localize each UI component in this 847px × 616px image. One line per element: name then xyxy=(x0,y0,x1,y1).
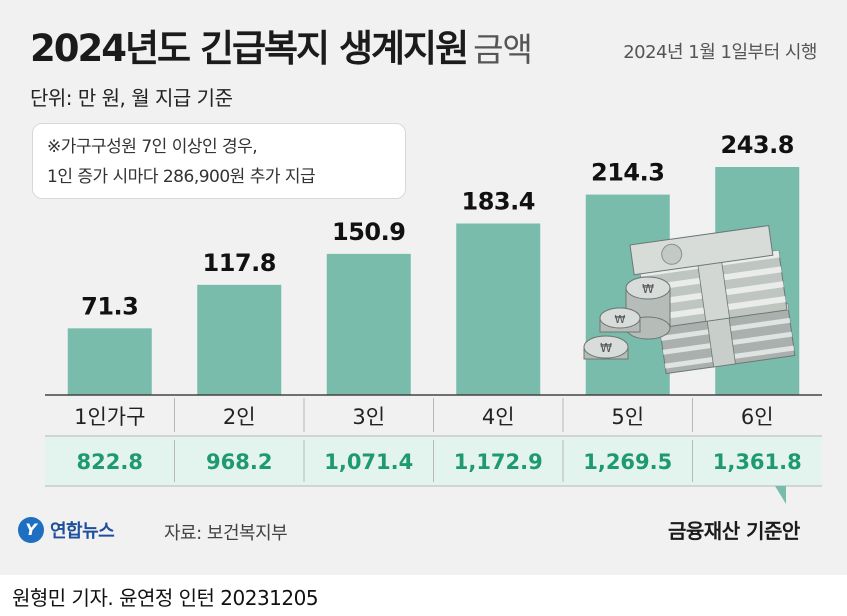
title-suffix: 금액 xyxy=(473,30,533,69)
bar-value-label-6: 243.8 xyxy=(721,131,794,159)
unit-label: 단위: 만 원, 월 지급 기준 xyxy=(30,86,233,110)
money-stack-icon xyxy=(629,224,796,375)
bar-3 xyxy=(326,253,411,395)
note-box: ※가구구성원 7인 이상인 경우, 1인 증가 시마다 286,900원 추가 … xyxy=(32,123,406,199)
bar-value-label-5: 214.3 xyxy=(591,159,664,187)
bar-1 xyxy=(67,328,152,395)
finance-callout-pointer xyxy=(775,486,786,504)
finance-criteria-label: 금융재산 기준안 xyxy=(668,519,800,543)
page-title: 2024년도 긴급복지 생계지원 금액 xyxy=(30,18,533,72)
finance-value-2: 968.2 xyxy=(206,450,272,474)
finance-value-6: 1,361.8 xyxy=(713,450,802,474)
category-label-3: 3인 xyxy=(352,405,385,429)
category-label-4: 4인 xyxy=(482,405,515,429)
svg-text:₩: ₩ xyxy=(600,341,612,355)
bar-value-label-4: 183.4 xyxy=(462,187,535,215)
note-line-2: 1인 증가 시마다 286,900원 추가 지급 xyxy=(47,167,316,187)
bar-2 xyxy=(197,284,282,395)
note-line-1: ※가구구성원 7인 이상인 경우, xyxy=(47,137,258,157)
finance-value-1: 822.8 xyxy=(77,450,143,474)
bar-4 xyxy=(456,223,541,395)
yonhap-logo: Y 연합뉴스 xyxy=(18,517,115,543)
bar-value-label-1: 71.3 xyxy=(81,292,138,320)
bar-value-label-3: 150.9 xyxy=(332,218,405,246)
bar-value-label-2: 117.8 xyxy=(203,249,276,277)
coin-icon: ₩ ₩ ₩ xyxy=(583,276,671,360)
finance-value-5: 1,269.5 xyxy=(583,450,672,474)
byline: 원형민 기자. 윤연정 인턴 20231205 xyxy=(12,586,319,610)
logo-text: 연합뉴스 xyxy=(50,521,115,542)
finance-value-4: 1,172.9 xyxy=(454,450,543,474)
finance-value-3: 1,071.4 xyxy=(324,450,413,474)
category-label-6: 6인 xyxy=(741,405,774,429)
category-label-5: 5인 xyxy=(611,405,644,429)
source-label: 자료: 보건복지부 xyxy=(164,523,288,544)
effective-date: 2024년 1월 1일부터 시행 xyxy=(623,42,817,63)
finance-values: 822.8 968.2 1,071.4 1,172.9 1,269.5 1,361.8 xyxy=(77,450,802,474)
category-labels: 1인가구 2인 3인 4인 5인 6인 xyxy=(74,405,774,429)
title-main: 2024년도 긴급복지 생계지원 xyxy=(30,27,469,70)
svg-text:₩: ₩ xyxy=(642,282,654,296)
yonhap-logo-icon: Y xyxy=(18,517,44,543)
bar-chart: ₩ ₩ ₩ 1인가구 2인 3인 4인 5인 6인 822.8 968.2 1,071.4 1,… xyxy=(45,131,822,504)
category-label-2: 2인 xyxy=(223,405,256,429)
category-label-1: 1인가구 xyxy=(74,405,145,429)
svg-text:₩: ₩ xyxy=(615,313,626,326)
